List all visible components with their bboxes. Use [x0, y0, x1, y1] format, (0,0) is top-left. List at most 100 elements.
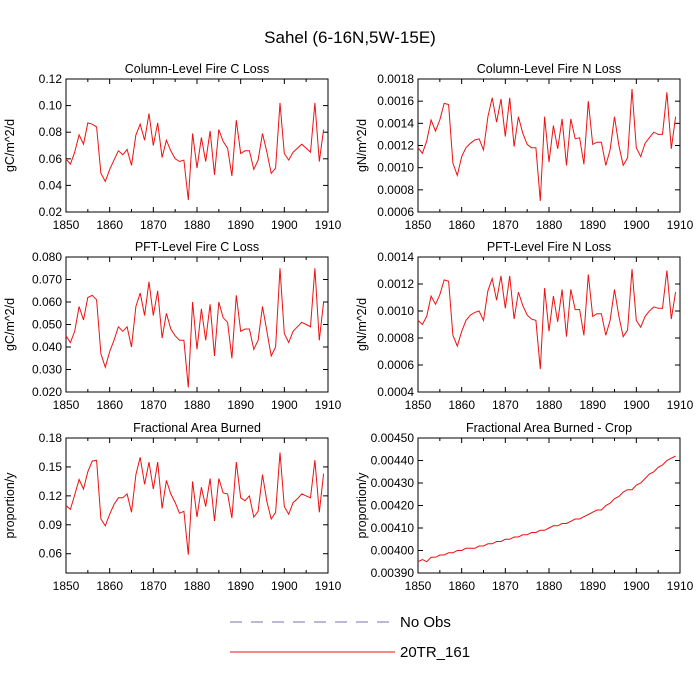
y-tick-label: 0.0018	[377, 72, 414, 86]
y-tick-label: 0.060	[32, 295, 62, 309]
y-axis-label: proportion/y	[3, 472, 17, 539]
x-tick-label: 1890	[227, 398, 254, 412]
x-tick-label: 1890	[227, 579, 254, 593]
x-tick-label: 1860	[448, 218, 475, 232]
legend: No Obs 20TR_161	[230, 614, 470, 661]
y-tick-label: 0.0014	[377, 116, 414, 130]
legend-label-20tr-161: 20TR_161	[400, 644, 470, 661]
y-tick-label: 0.0014	[377, 250, 414, 264]
x-tick-label: 1910	[667, 579, 694, 593]
series-line-20tr-161	[417, 455, 676, 563]
plot-frame	[65, 78, 329, 213]
y-axis-label: gC/m^2/d	[3, 298, 17, 351]
y-tick-label: 0.08	[39, 125, 63, 139]
x-tick-label: 1880	[536, 398, 563, 412]
figure-title: Sahel (6-16N,5W-15E)	[264, 28, 436, 47]
y-tick-label: 0.050	[32, 318, 62, 332]
x-tick-label: 1860	[96, 398, 123, 412]
y-tick-label: 0.18	[39, 431, 63, 445]
y-tick-label: 0.06	[39, 547, 63, 561]
x-tick-label: 1880	[536, 579, 563, 593]
x-tick-label: 1910	[315, 218, 342, 232]
x-tick-label: 1870	[492, 579, 519, 593]
x-tick-label: 1860	[448, 398, 475, 412]
y-tick-label: 0.0008	[377, 183, 414, 197]
x-tick-label: 1900	[623, 398, 650, 412]
panel-fractional-area-burned-crop: Fractional Area Burned - Crop proportion/…	[355, 421, 694, 593]
x-tick-label: 1850	[405, 218, 432, 232]
y-tick-label: 0.00420	[371, 499, 415, 513]
y-tick-label: 0.10	[39, 99, 63, 113]
y-tick-label: 0.0012	[377, 277, 414, 291]
x-tick-label: 1900	[271, 218, 298, 232]
x-tick-label: 1890	[227, 218, 254, 232]
plot-frame	[417, 437, 681, 574]
legend-label-no-obs: No Obs	[400, 614, 451, 631]
y-axis-label: gN/m^2/d	[355, 119, 369, 172]
x-tick-label: 1860	[448, 579, 475, 593]
x-tick-label: 1860	[96, 579, 123, 593]
y-tick-label: 0.0008	[377, 331, 414, 345]
series-line-20tr-161	[65, 452, 325, 555]
y-tick-label: 0.0010	[377, 304, 414, 318]
y-tick-label: 0.15	[39, 460, 63, 474]
panel-title: Column-Level Fire C Loss	[125, 62, 270, 76]
y-axis-label: gN/m^2/d	[355, 298, 369, 351]
y-tick-label: 0.00440	[371, 454, 415, 468]
y-tick-label: 0.00430	[371, 476, 415, 490]
x-tick-label: 1870	[140, 579, 167, 593]
x-tick-label: 1880	[536, 218, 563, 232]
x-tick-label: 1860	[96, 218, 123, 232]
panel-column-level-fire-n-loss: Column-Level Fire N Loss gN/m^2/d 1850 1860…	[355, 62, 694, 232]
y-tick-label: 0.12	[39, 489, 63, 503]
panel-title: Column-Level Fire N Loss	[477, 62, 622, 76]
y-tick-label: 0.00410	[371, 521, 415, 535]
x-tick-label: 1900	[271, 579, 298, 593]
x-tick-label: 1890	[579, 398, 606, 412]
y-axis-label: proportion/y	[355, 472, 369, 539]
x-tick-label: 1900	[271, 398, 298, 412]
y-tick-label: 0.00450	[371, 431, 415, 445]
x-tick-label: 1850	[53, 218, 80, 232]
panel-grid: Column-Level Fire C Loss gC/m^2/d 1850 1860…	[3, 62, 694, 593]
series-line-20tr-161	[417, 88, 677, 201]
x-tick-label: 1850	[53, 579, 80, 593]
x-tick-label: 1880	[184, 398, 211, 412]
x-tick-label: 1850	[405, 398, 432, 412]
y-tick-label: 0.12	[39, 72, 63, 86]
y-tick-label: 0.070	[32, 273, 62, 287]
x-tick-label: 1880	[184, 579, 211, 593]
y-tick-label: 0.040	[32, 340, 62, 354]
panel-pft-level-fire-c-loss: PFT-Level Fire C Loss gC/m^2/d 1850 1860 187…	[3, 240, 342, 412]
y-tick-label: 0.0006	[377, 205, 414, 219]
series-line-20tr-161	[65, 268, 325, 388]
y-tick-label: 0.030	[32, 363, 62, 377]
x-tick-label: 1890	[579, 579, 606, 593]
y-tick-label: 0.0016	[377, 94, 414, 108]
plot-frame	[417, 78, 681, 213]
y-axis-label: gC/m^2/d	[3, 119, 17, 172]
panel-title: Fractional Area Burned - Crop	[466, 421, 632, 435]
panel-title: Fractional Area Burned	[133, 421, 261, 435]
x-tick-label: 1870	[140, 398, 167, 412]
x-tick-label: 1850	[53, 398, 80, 412]
plot-frame	[65, 256, 329, 393]
x-tick-label: 1870	[140, 218, 167, 232]
y-tick-label: 0.04	[39, 178, 63, 192]
x-tick-label: 1890	[579, 218, 606, 232]
y-tick-label: 0.0004	[377, 385, 414, 399]
x-tick-label: 1910	[315, 579, 342, 593]
panel-fractional-area-burned: Fractional Area Burned proportion/y 1850 18…	[3, 421, 342, 593]
panel-title: PFT-Level Fire N Loss	[487, 240, 611, 254]
y-tick-label: 0.0012	[377, 139, 414, 153]
x-tick-label: 1910	[667, 218, 694, 232]
x-tick-label: 1870	[492, 398, 519, 412]
series-line-20tr-161	[417, 269, 677, 370]
x-tick-label: 1870	[492, 218, 519, 232]
y-tick-label: 0.00390	[371, 566, 415, 580]
y-tick-label: 0.020	[32, 385, 62, 399]
y-tick-label: 0.080	[32, 250, 62, 264]
x-tick-label: 1900	[623, 579, 650, 593]
y-tick-label: 0.02	[39, 205, 63, 219]
